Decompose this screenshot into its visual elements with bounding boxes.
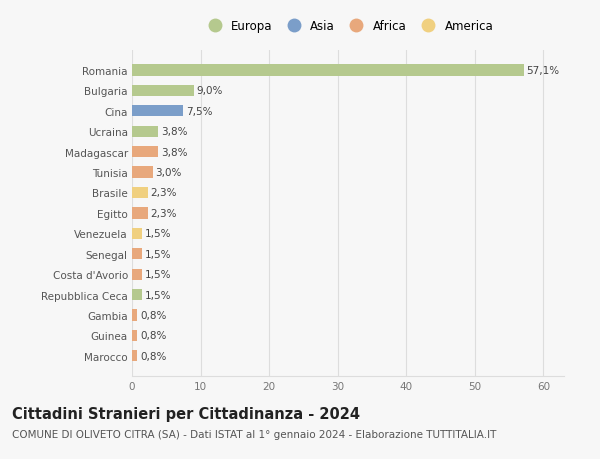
Bar [132, 167, 152, 178]
Text: 2,3%: 2,3% [151, 188, 177, 198]
Text: 1,5%: 1,5% [145, 249, 172, 259]
Text: Cittadini Stranieri per Cittadinanza - 2024: Cittadini Stranieri per Cittadinanza - 2… [12, 406, 360, 421]
Text: 57,1%: 57,1% [526, 66, 559, 76]
Bar [132, 310, 137, 321]
Text: 9,0%: 9,0% [196, 86, 223, 96]
Text: 3,8%: 3,8% [161, 147, 187, 157]
Text: 0,8%: 0,8% [140, 351, 167, 361]
Bar [132, 65, 524, 77]
Text: 0,8%: 0,8% [140, 310, 167, 320]
Bar [132, 249, 142, 260]
Text: 3,0%: 3,0% [155, 168, 182, 178]
Bar [132, 228, 142, 240]
Text: 7,5%: 7,5% [186, 106, 212, 117]
Text: 0,8%: 0,8% [140, 330, 167, 341]
Legend: Europa, Asia, Africa, America: Europa, Asia, Africa, America [200, 17, 496, 35]
Bar [132, 289, 142, 301]
Bar [132, 86, 194, 97]
Bar [132, 350, 137, 362]
Bar [132, 126, 158, 138]
Bar [132, 106, 184, 117]
Text: 1,5%: 1,5% [145, 290, 172, 300]
Text: 3,8%: 3,8% [161, 127, 187, 137]
Text: 1,5%: 1,5% [145, 229, 172, 239]
Bar [132, 147, 158, 158]
Bar [132, 208, 148, 219]
Text: 1,5%: 1,5% [145, 269, 172, 280]
Text: 2,3%: 2,3% [151, 208, 177, 218]
Text: COMUNE DI OLIVETO CITRA (SA) - Dati ISTAT al 1° gennaio 2024 - Elaborazione TUTT: COMUNE DI OLIVETO CITRA (SA) - Dati ISTA… [12, 429, 496, 439]
Bar [132, 187, 148, 199]
Bar [132, 330, 137, 341]
Bar [132, 269, 142, 280]
